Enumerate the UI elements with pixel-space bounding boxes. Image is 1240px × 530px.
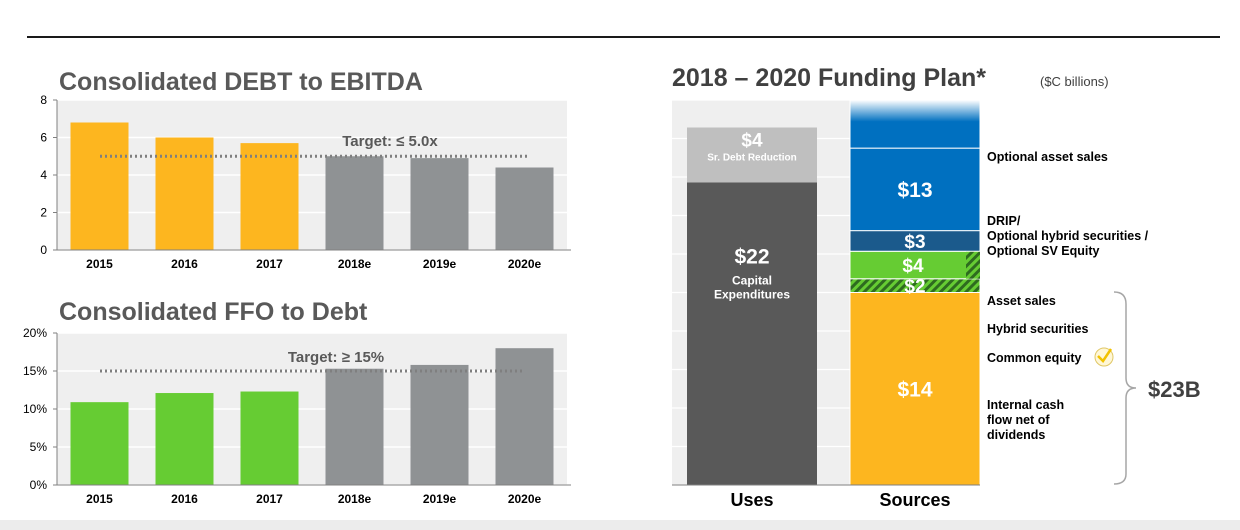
y-tick-label: 15%	[23, 364, 47, 378]
x-tick-label: 2018e	[338, 492, 372, 506]
x-tick-label: 2019e	[423, 492, 457, 506]
bar-2017	[240, 391, 299, 485]
x-tick-label: 2019e	[423, 257, 457, 271]
ffo-debt-y-ticks: 0% 5% 10% 15% 20%	[23, 326, 571, 492]
y-tick-label: 6	[40, 131, 47, 145]
funding-plan-chart: 2018 – 2020 Funding Plan* ($C billions) …	[672, 64, 1201, 510]
bar-2018e	[325, 156, 384, 250]
x-tick-label: 2020e	[508, 257, 542, 271]
sources-category-label: Sources	[879, 490, 950, 510]
internal-cash-label-line1: Internal cash	[987, 398, 1064, 412]
y-tick-label: 4	[40, 168, 47, 182]
bar-2016	[155, 393, 214, 485]
bar-2017	[240, 143, 299, 250]
uses-segment	[687, 127, 817, 183]
bar-2020e	[495, 348, 554, 485]
drip-label-line2: Optional hybrid securities /	[987, 229, 1149, 243]
sources-segment	[849, 147, 981, 232]
footer-band	[0, 520, 1240, 530]
sources-segment	[849, 292, 981, 486]
x-tick-label: 2015	[86, 492, 113, 506]
internal-cash-label-line3: dividends	[987, 428, 1045, 442]
funding-plan-units: ($C billions)	[1040, 74, 1109, 89]
ffo-debt-bars	[70, 348, 554, 485]
drip-label-line1: DRIP/	[987, 214, 1021, 228]
x-tick-label: 2017	[256, 492, 283, 506]
bar-2019e	[410, 158, 469, 250]
x-tick-label: 2016	[171, 257, 198, 271]
x-tick-label: 2017	[256, 257, 283, 271]
bar-2020e	[495, 167, 554, 250]
debt-ebitda-x-ticks: 2015 2016 2017 2018e 2019e 2020e	[86, 257, 541, 271]
sources-segment	[849, 250, 981, 280]
x-tick-label: 2018e	[338, 257, 372, 271]
hybrid-hatch	[966, 251, 980, 279]
ffo-debt-chart: Consolidated FFO to Debt 0% 5% 10% 15% 20% 2…	[23, 298, 571, 506]
uses-segment-sublabel: Expenditures	[714, 288, 790, 302]
ffo-debt-title: Consolidated FFO to Debt	[59, 298, 368, 326]
uses-segment	[687, 182, 817, 485]
total-bracket	[1113, 291, 1137, 485]
asset-sales-label: Asset sales	[987, 294, 1056, 308]
drip-label-line3: Optional SV Equity	[987, 244, 1100, 258]
y-tick-label: 8	[40, 93, 47, 107]
optional-asset-sales-label: Optional asset sales	[987, 150, 1108, 164]
sources-segment-value: $14	[897, 378, 932, 401]
bar-2015	[70, 402, 129, 485]
sources-segment-value: $4	[902, 256, 924, 277]
sources-segment-value: $2	[904, 276, 925, 297]
y-tick-label: 5%	[30, 440, 48, 454]
hybrid-securities-label: Hybrid securities	[987, 322, 1088, 336]
top-divider	[27, 36, 1220, 38]
y-tick-label: 0%	[30, 478, 48, 492]
sources-segment-value: $13	[897, 179, 932, 202]
total-label: $23B	[1148, 377, 1201, 402]
funding-plan-title: 2018 – 2020 Funding Plan*	[672, 64, 986, 92]
y-tick-label: 20%	[23, 326, 47, 340]
common-equity-label: Common equity	[987, 351, 1081, 365]
internal-cash-label-line2: flow net of	[987, 413, 1050, 427]
bar-2018e	[325, 368, 384, 485]
sources-segment-value: $3	[904, 232, 925, 253]
sources-stack: $14 $2$4 $3 $13	[849, 99, 981, 486]
debt-ebitda-title: Consolidated DEBT to EBITDA	[59, 68, 423, 96]
ffo-debt-x-ticks: 2015 2016 2017 2018e 2019e 2020e	[86, 492, 541, 506]
uses-segment-value: $22	[734, 246, 769, 269]
debt-ebitda-bars	[70, 122, 554, 250]
debt-ebitda-y-ticks: 0 2 4 6 8	[40, 93, 571, 257]
uses-segment-sublabel: Sr. Debt Reduction	[707, 153, 796, 164]
y-tick-label: 2	[40, 206, 47, 220]
x-tick-label: 2015	[86, 257, 113, 271]
ffo-debt-target-label: Target: ≥ 15%	[288, 349, 384, 366]
bar-2015	[70, 122, 129, 250]
y-tick-label: 10%	[23, 402, 47, 416]
bar-2016	[155, 137, 214, 250]
debt-ebitda-target-label: Target: ≤ 5.0x	[342, 133, 438, 150]
uses-segment-sublabel: Capital	[732, 274, 772, 288]
uses-category-label: Uses	[730, 490, 773, 510]
checkmark-icon	[1094, 347, 1114, 367]
bar-2019e	[410, 364, 469, 485]
x-tick-label: 2020e	[508, 492, 542, 506]
y-tick-label: 0	[40, 243, 47, 257]
sources-segment	[849, 99, 981, 149]
x-tick-label: 2016	[171, 492, 198, 506]
uses-segment-value: $4	[741, 131, 763, 152]
